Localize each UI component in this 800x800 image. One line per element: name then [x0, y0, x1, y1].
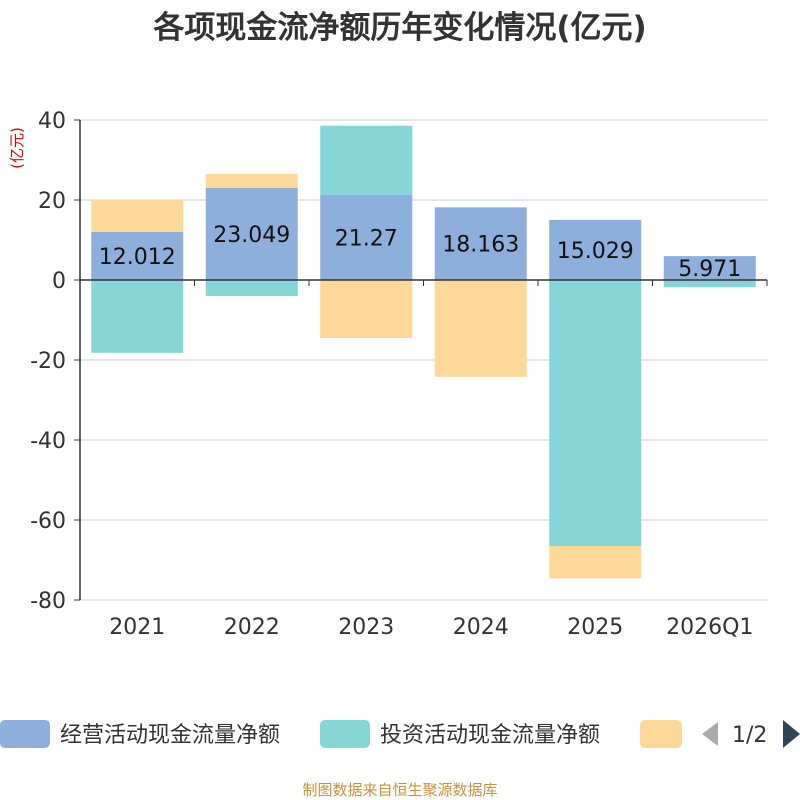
- data-label-2026Q1: 5.971: [678, 257, 741, 282]
- bar-2021-series-2[interactable]: [91, 199, 184, 232]
- bar-2023-series-1[interactable]: [320, 125, 413, 195]
- y-tick-label: 40: [38, 109, 66, 134]
- legend-label-investing[interactable]: 投资活动现金流量净额: [380, 723, 600, 748]
- bar-2023-series-2[interactable]: [320, 280, 413, 338]
- y-axis-unit-label: (亿元): [8, 127, 26, 169]
- grid-lines: [80, 119, 767, 601]
- y-tick-label: -60: [30, 509, 66, 534]
- bar-2025-series-0[interactable]: [549, 219, 642, 280]
- bar-2026Q1-series-1[interactable]: [663, 280, 756, 288]
- bar-2025-series-2[interactable]: [549, 546, 642, 579]
- x-tick-label: 2021: [109, 615, 165, 640]
- legend-page-indicator: 1/2: [732, 723, 767, 748]
- bar-2023-series-0[interactable]: [320, 194, 413, 280]
- bar-2024-series-0[interactable]: [434, 207, 527, 280]
- legend-next-page-icon[interactable]: [783, 720, 800, 748]
- bars: [91, 125, 756, 579]
- data-labels: 12.012 23.049 21.27 18.163 15.029 5.971: [99, 223, 741, 282]
- legend: 经营活动现金流量净额 投资活动现金流量净额 1/2: [0, 720, 800, 748]
- x-tick-label: 2025: [567, 615, 623, 640]
- bar-2022-series-2[interactable]: [205, 173, 298, 188]
- bar-2022-series-1[interactable]: [205, 280, 298, 296]
- data-source-note: 制图数据来自恒生聚源数据库: [302, 781, 497, 799]
- y-tick-label: -20: [30, 349, 66, 374]
- legend-swatch-investing[interactable]: [320, 720, 370, 748]
- y-tick-label: -40: [30, 429, 66, 454]
- x-tick-label: 2023: [338, 615, 394, 640]
- data-label-2025: 15.029: [557, 239, 634, 264]
- bar-2025-series-1[interactable]: [549, 280, 642, 546]
- axes: 40 20 0 -20 -40 -60 -80 2021 2022 2023 2024 2025 202…: [30, 109, 768, 640]
- x-tick-label: 2026Q1: [666, 615, 753, 640]
- data-label-2022: 23.049: [213, 223, 290, 248]
- data-label-2021: 12.012: [99, 245, 176, 270]
- bar-2024-series-2[interactable]: [434, 280, 527, 377]
- bar-2021-series-1[interactable]: [91, 280, 184, 353]
- legend-swatch-financing[interactable]: [640, 720, 682, 748]
- bar-2022-series-0[interactable]: [205, 187, 298, 280]
- bar-2021-series-0[interactable]: [91, 231, 184, 280]
- legend-prev-page-icon[interactable]: [702, 722, 718, 746]
- y-tick-label: 20: [38, 189, 66, 214]
- x-tick-label: 2022: [224, 615, 280, 640]
- data-label-2024: 18.163: [442, 233, 519, 258]
- y-tick-label: 0: [52, 269, 66, 294]
- y-tick-label: -80: [30, 589, 66, 614]
- legend-label-operating[interactable]: 经营活动现金流量净额: [60, 723, 280, 748]
- legend-swatch-operating[interactable]: [0, 720, 50, 748]
- data-label-2023: 21.27: [335, 226, 398, 251]
- chart-title: 各项现金流净额历年变化情况(亿元): [152, 10, 646, 46]
- bar-2026Q1-series-0[interactable]: [663, 256, 756, 280]
- x-tick-label: 2024: [453, 615, 509, 640]
